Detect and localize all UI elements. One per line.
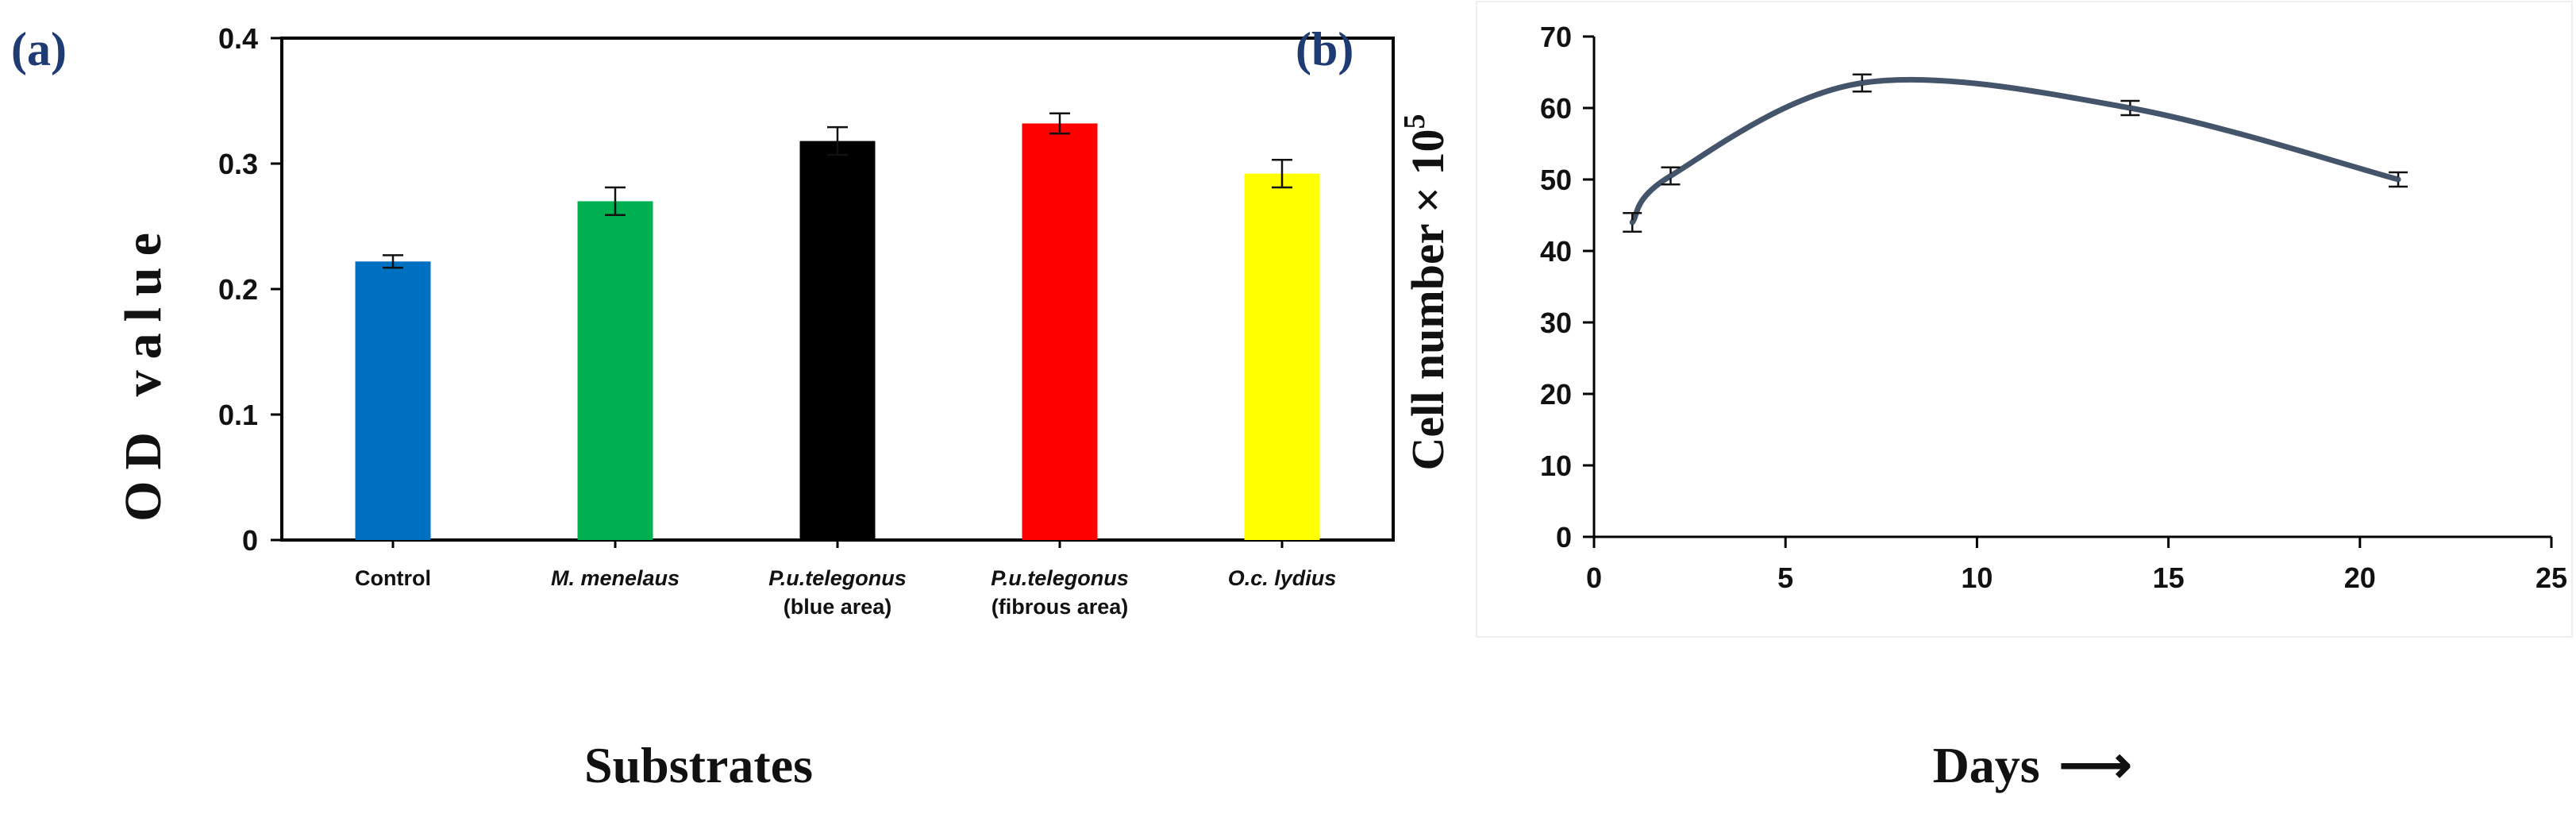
series-line-0	[1629, 76, 2401, 226]
panel-b-x-axis-label: Days ⟶	[1933, 737, 2132, 793]
panel-b-axes	[1592, 37, 2551, 538]
x-tick-label-1: 5	[1777, 561, 1793, 594]
data-point-1	[1668, 173, 1673, 179]
bar-0	[355, 261, 431, 540]
panel-b-series	[1623, 73, 2409, 233]
category-sublabel-3: (fibrous area)	[992, 595, 1129, 619]
x-tick-label-3: 15	[2153, 561, 2185, 594]
panel-b-y-axis-label-superscript: 5	[1398, 114, 1431, 129]
panel-a-label: (a)	[11, 23, 67, 75]
x-tick-label-2: 10	[1961, 561, 1993, 594]
bar-2	[799, 141, 876, 540]
bar-3	[1022, 123, 1098, 540]
panel-a-y-ticks: 0 0.1 0.2 0.3 0.4	[218, 22, 282, 557]
category-sublabel-2: (blue area)	[784, 595, 892, 619]
panel-a-y-axis-label: OD value	[114, 222, 172, 522]
panel-b-label: (b)	[1296, 23, 1353, 75]
panel-b-y-axis-label-text: Cell number × 10	[1402, 129, 1454, 471]
category-label-4: O.c. lydius	[1228, 566, 1337, 590]
data-point-0	[1630, 220, 1635, 225]
y-tick-label-2: 0.2	[218, 273, 258, 306]
y-tick-label-4: 40	[1540, 235, 1572, 268]
y-tick-label-0: 0	[1556, 521, 1572, 554]
data-point-4	[2396, 177, 2401, 182]
y-tick-label-5: 50	[1540, 164, 1572, 196]
panel-b-outer-border	[1476, 1, 2573, 638]
category-label-2: P.u.telegonus	[768, 566, 907, 590]
y-tick-label-2: 20	[1540, 378, 1572, 411]
data-point-3	[2127, 106, 2133, 110]
panel-b-y-axis-label: Cell number × 105	[1398, 114, 1454, 471]
panel-a-x-axis-label: Substrates	[584, 737, 813, 793]
panel-a-category-labels: Control M. menelaus P.u.telegonus (blue are…	[355, 566, 1336, 619]
y-tick-label-7: 70	[1540, 21, 1572, 53]
category-label-3: P.u.telegonus	[991, 566, 1129, 590]
panel-a-bar-chart: (a) 0 0.1 0.2 0.3 0.4 Control M. menelaus P.u.…	[11, 22, 1395, 793]
panel-b-x-ticks: 0 5 10 15 20 25	[1586, 537, 2567, 594]
y-tick-label-1: 0.1	[218, 399, 258, 431]
y-tick-label-4: 0.4	[218, 22, 258, 55]
panel-b-x-axis-label-text: Days	[1933, 737, 2040, 793]
x-tick-label-5: 25	[2536, 561, 2567, 594]
data-point-2	[1859, 80, 1865, 86]
y-tick-label-1: 10	[1540, 449, 1572, 482]
bar-1	[577, 201, 653, 540]
bar-4	[1244, 173, 1320, 540]
category-label-0: Control	[355, 566, 431, 590]
y-tick-label-3: 30	[1540, 307, 1572, 339]
panel-a-bars	[355, 112, 1320, 548]
x-tick-label-0: 0	[1586, 561, 1602, 594]
y-tick-label-3: 0.3	[218, 148, 258, 180]
category-label-1: M. menelaus	[551, 566, 680, 590]
panel-b-line-chart: (b) 0 10 20 30 40 50 60 70 0 5 10 15 20 25 Cell numb…	[1296, 1, 2573, 793]
panel-b-y-ticks: 0 10 20 30 40 50 60 70	[1540, 21, 1594, 554]
x-tick-label-4: 20	[2344, 561, 2376, 594]
y-tick-label-6: 60	[1540, 92, 1572, 125]
arrow-right-icon: ⟶	[2059, 737, 2132, 793]
y-tick-label-0: 0	[242, 524, 258, 557]
